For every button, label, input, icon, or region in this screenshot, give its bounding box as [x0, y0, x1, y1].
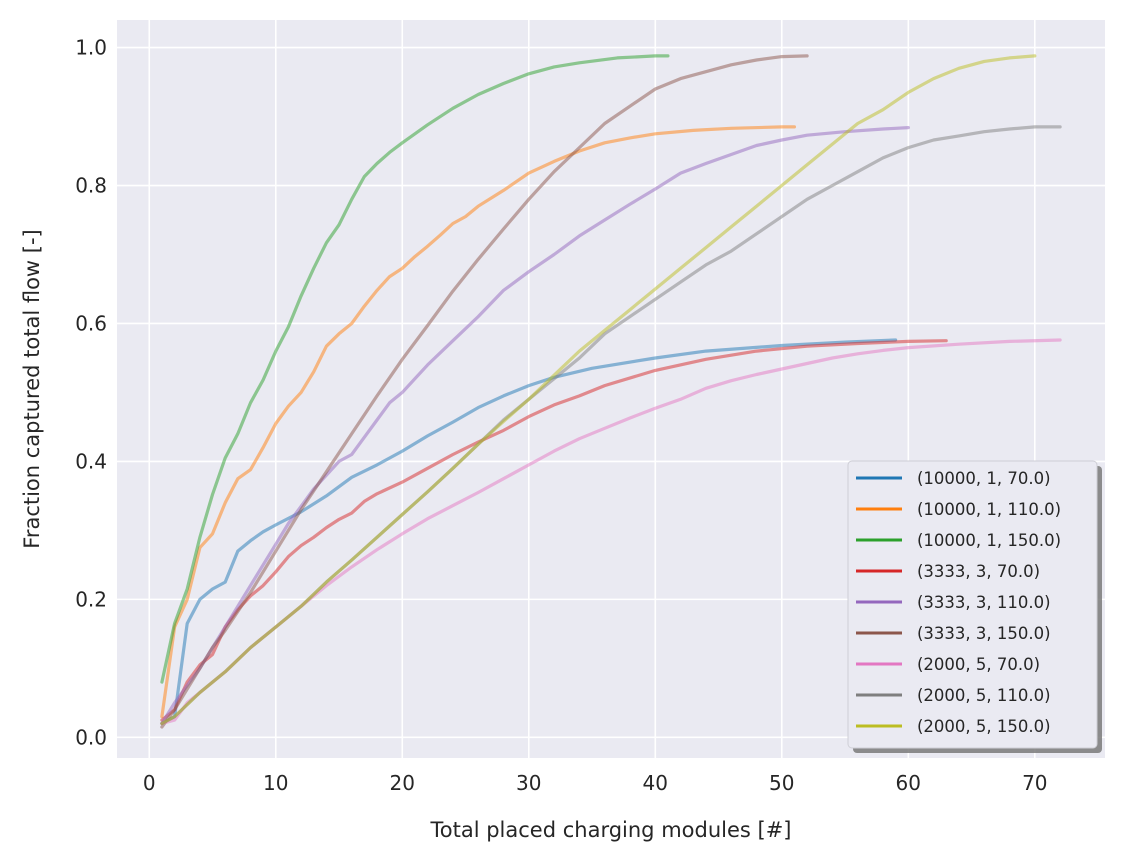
x-tick-label: 30	[516, 771, 541, 795]
series-line	[160, 54, 809, 729]
y-tick-label: 0.0	[75, 725, 107, 749]
x-tick-label: 50	[769, 771, 794, 795]
y-tick-label: 0.8	[75, 174, 107, 198]
y-tick-label: 0.4	[75, 449, 107, 473]
x-tick-label: 0	[143, 771, 156, 795]
x-tick-label: 40	[643, 771, 668, 795]
series-line	[160, 338, 898, 726]
legend-label: (10000, 1, 70.0)	[917, 469, 1051, 488]
legend-label: (10000, 1, 110.0)	[917, 500, 1061, 519]
y-tick-label: 0.2	[75, 587, 107, 611]
legend-label: (2000, 5, 70.0)	[917, 655, 1040, 674]
series-lines	[160, 54, 1062, 729]
x-axis-title: Total placed charging modules [#]	[430, 818, 792, 842]
y-tick-labels: 0.0 0.2 0.4 0.6 0.8 1.0	[75, 36, 107, 750]
legend-label: (10000, 1, 150.0)	[917, 531, 1061, 550]
legend-items: (10000, 1, 70.0) (10000, 1, 110.0) (10000,…	[856, 469, 1061, 736]
legend-label: (3333, 3, 110.0)	[917, 593, 1051, 612]
legend-label: (3333, 3, 150.0)	[917, 624, 1051, 643]
legend-label: (2000, 5, 150.0)	[917, 717, 1051, 736]
y-tick-label: 1.0	[75, 36, 107, 60]
series-line	[160, 126, 910, 726]
series-line	[160, 125, 796, 719]
x-tick-label: 10	[263, 771, 288, 795]
legend-label: (3333, 3, 70.0)	[917, 562, 1040, 581]
x-tick-labels: 0 10 20 30 40 50 60 70	[143, 771, 1048, 795]
x-tick-label: 60	[896, 771, 921, 795]
legend-label: (2000, 5, 110.0)	[917, 686, 1051, 705]
series-line	[160, 54, 1037, 726]
series-line	[160, 54, 670, 684]
y-axis-title: Fraction captured total flow [-]	[20, 229, 44, 548]
legend: (10000, 1, 70.0) (10000, 1, 110.0) (10000,…	[847, 460, 1102, 753]
x-tick-label: 20	[390, 771, 415, 795]
legend-box	[847, 460, 1098, 749]
x-tick-label: 70	[1022, 771, 1047, 795]
y-tick-label: 0.6	[75, 311, 107, 335]
